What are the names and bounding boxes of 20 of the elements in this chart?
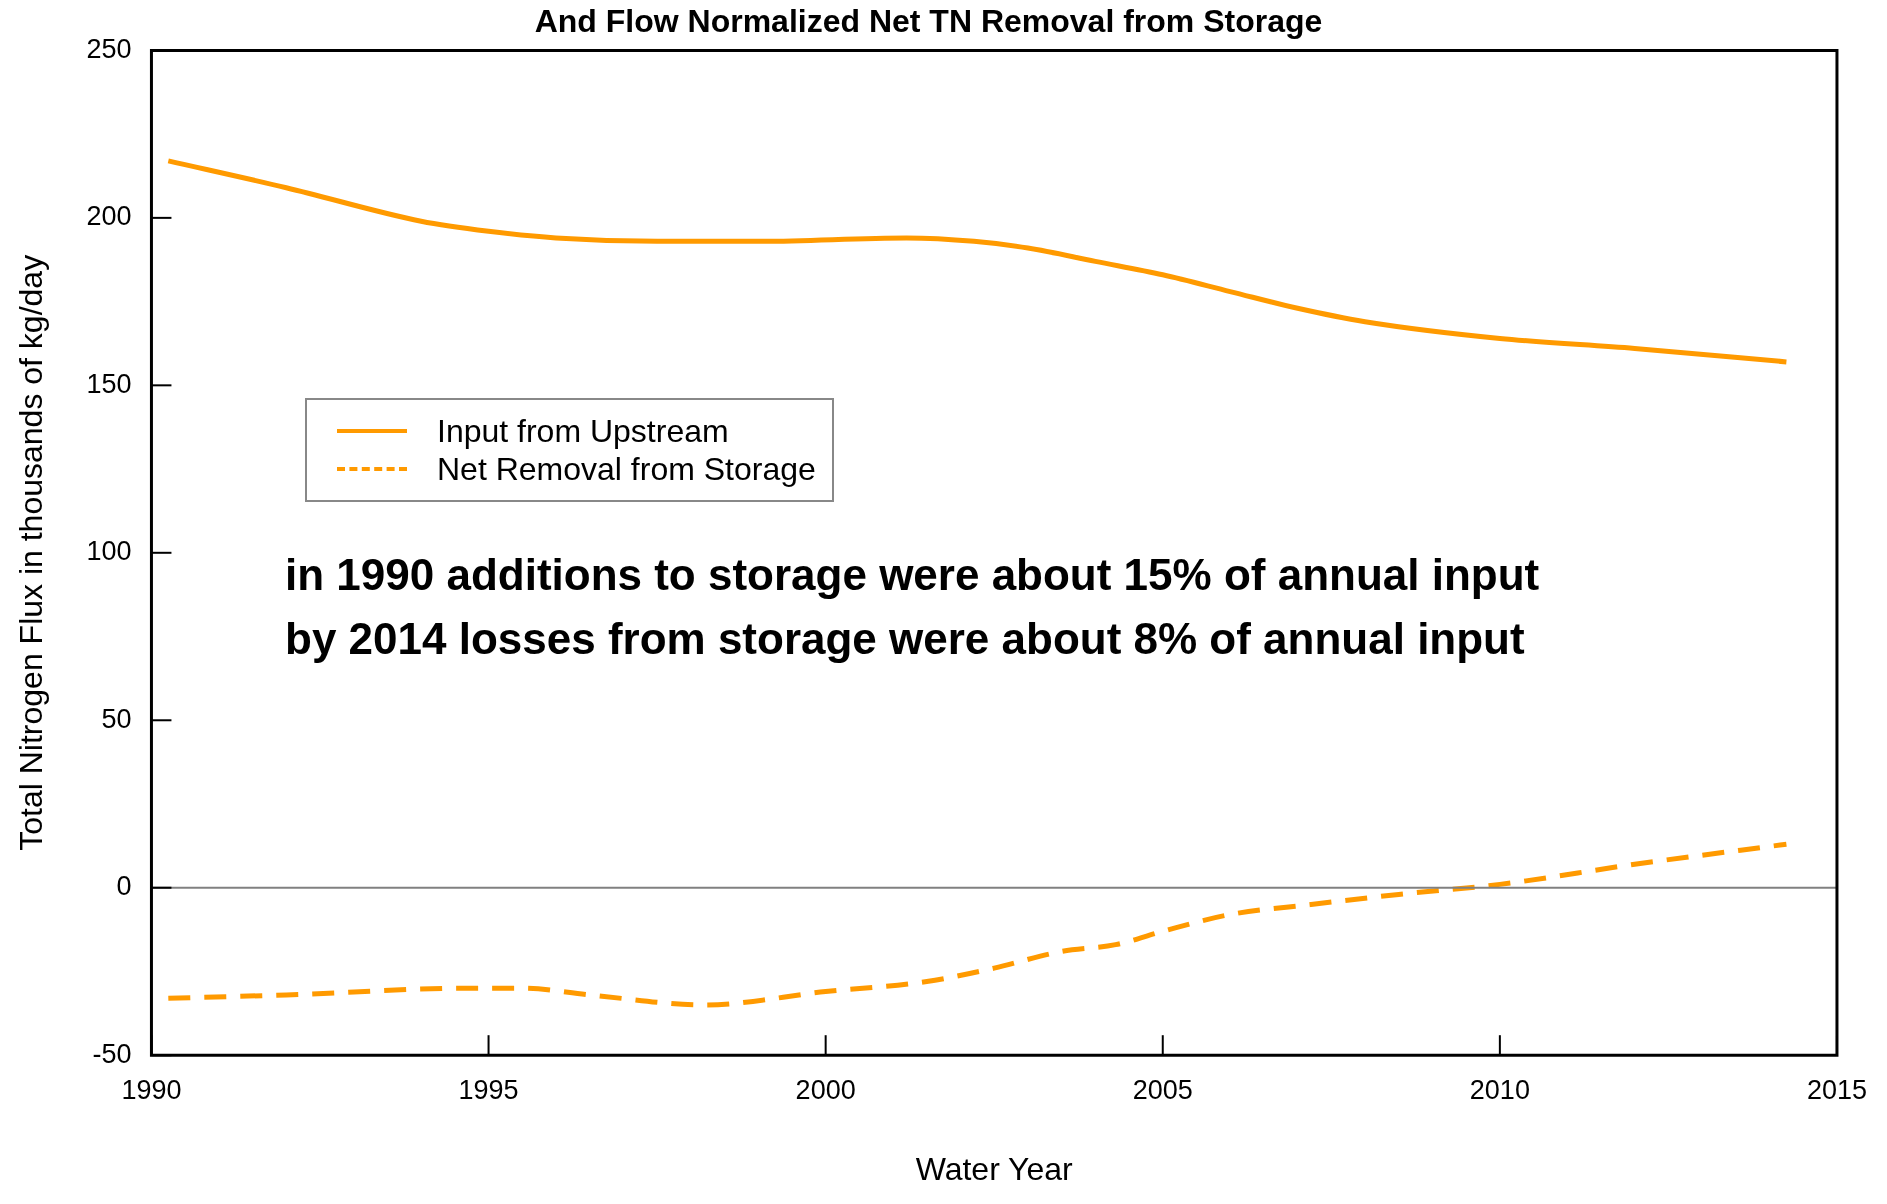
- annotation: by 2014 losses from storage were about 8% of annual input: [285, 614, 1525, 663]
- x-tick-label: 2005: [1132, 1074, 1193, 1105]
- y-tick-label: 250: [86, 33, 132, 64]
- x-tick-label: 2000: [795, 1074, 856, 1105]
- x-tick-label: 1995: [458, 1074, 519, 1105]
- y-tick-label: 50: [101, 703, 132, 734]
- y-axis-title: Total Nitrogen Flux in thousands of kg/day: [13, 254, 50, 851]
- legend-label: Input from Upstream: [437, 412, 729, 450]
- y-tick-label: 0: [116, 871, 132, 902]
- chart-title: And Flow Normalized Net TN Removal from Storage: [534, 3, 1323, 40]
- annotation: in 1990 additions to storage were about 15% of annual input: [285, 550, 1540, 599]
- x-tick-label: 2010: [1469, 1074, 1530, 1105]
- y-tick-label: 200: [86, 201, 132, 232]
- y-tick-label: -50: [92, 1038, 132, 1069]
- y-tick-label: 150: [86, 368, 132, 399]
- x-tick-label: 1990: [121, 1074, 182, 1105]
- y-tick-label: 100: [86, 536, 132, 567]
- legend-label: Net Removal from Storage: [437, 450, 816, 488]
- x-tick-label: 2015: [1806, 1074, 1868, 1105]
- x-axis-title: Water Year: [915, 1150, 1074, 1187]
